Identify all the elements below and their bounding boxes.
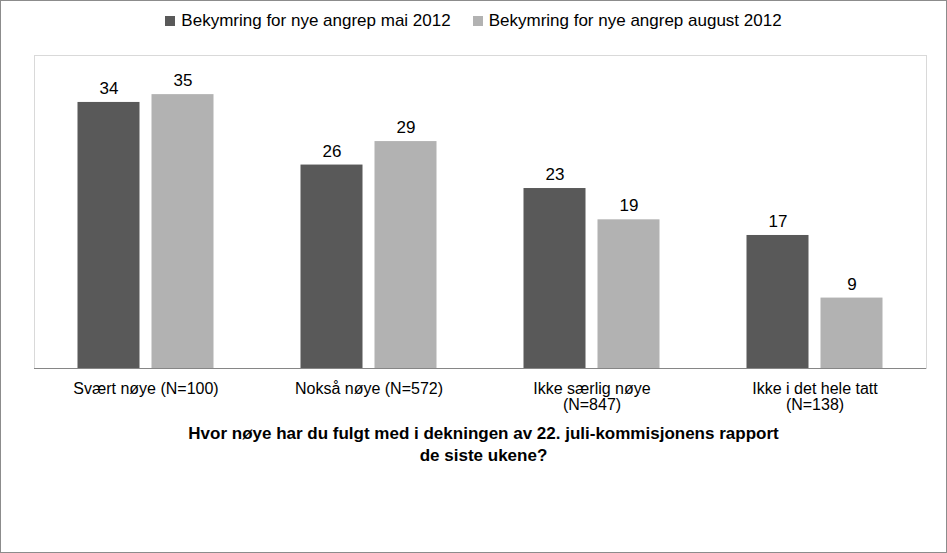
svg-text:34: 34 [100, 79, 119, 98]
svg-text:26: 26 [323, 141, 342, 160]
html-text:Bekymring for nye angrep augus: Bekymring for nye angrep august 2012 [488, 11, 782, 30]
svg-text:17: 17 [769, 212, 788, 231]
html-text:Bekymring for nye angrep mai 2: Bekymring for nye angrep mai 2012 [181, 11, 451, 30]
svg-text:Svært nøye (N=100): Svært nøye (N=100) [73, 380, 218, 397]
svg-text:Ikke særlig nøye(N=847): Ikke særlig nøye(N=847) [533, 380, 650, 413]
svg-text:35: 35 [174, 71, 193, 90]
svg-text:9: 9 [847, 275, 856, 294]
svg-text:Ikke i det hele tatt(N=138): Ikke i det hele tatt(N=138) [752, 380, 878, 413]
svg-text:23: 23 [546, 165, 565, 184]
svg-text:29: 29 [397, 118, 416, 137]
svg-text:Nokså nøye (N=572): Nokså nøye (N=572) [295, 380, 443, 397]
svg-text:19: 19 [620, 196, 639, 215]
html-text:Hvor nøye har du fulgt med i d: Hvor nøye har du fulgt med i dekningen a… [188, 424, 779, 465]
